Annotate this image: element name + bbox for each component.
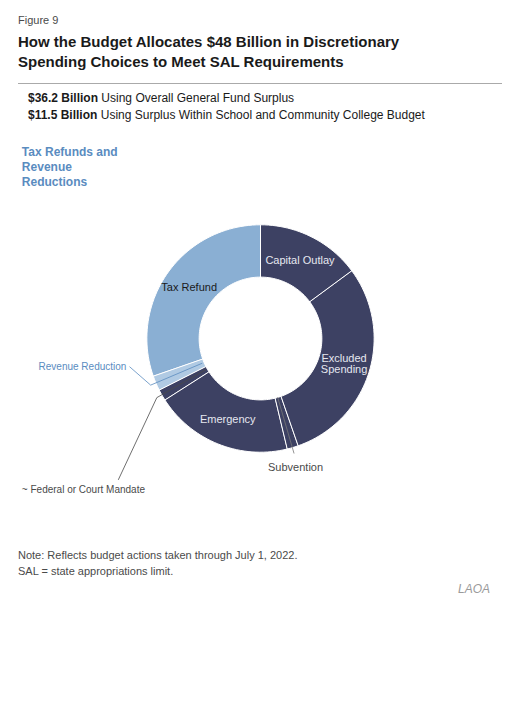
html-text:How the Budget Allocates $48 B: How the Budget Allocates $48 Billion in …: [18, 33, 400, 70]
html-text:Note: Reflects budget actions: Note: Reflects budget actions taken thro…: [18, 548, 298, 561]
html-text:LAOA: LAOA: [458, 581, 490, 596]
svg-text:Tax Refunds andRevenueReductio: Tax Refunds andRevenueReductions: [22, 145, 118, 189]
svg-text:~ Federal or Court Mandate: ~ Federal or Court Mandate: [22, 484, 146, 495]
svg-text:Capital Outlay: Capital Outlay: [265, 254, 335, 266]
html-text:SAL = state appropriations lim: SAL = state appropriations limit.: [18, 565, 174, 578]
svg-text:Subvention: Subvention: [268, 461, 323, 473]
html-text:$36.2 Billion Using Overall Ge: $36.2 Billion Using Overall General Fund…: [28, 91, 295, 105]
html-text:$11.5 Billion Using Surplus Wi: $11.5 Billion Using Surplus Within Schoo…: [28, 108, 425, 123]
svg-text:ExcludedSpending: ExcludedSpending: [321, 352, 368, 375]
svg-text:Emergency: Emergency: [200, 413, 256, 425]
svg-text:Revenue Reduction: Revenue Reduction: [39, 361, 127, 372]
svg-text:Tax Refund: Tax Refund: [161, 281, 217, 293]
html-text:Figure 9: Figure 9: [18, 14, 59, 26]
